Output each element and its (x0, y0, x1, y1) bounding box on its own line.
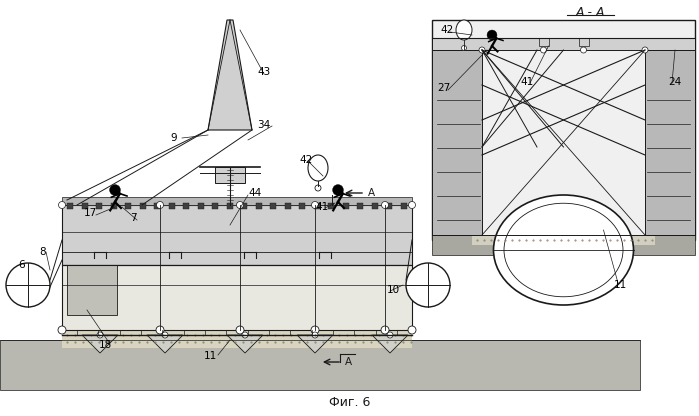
Text: 17: 17 (83, 208, 96, 218)
Polygon shape (271, 203, 276, 209)
Text: 9: 9 (171, 133, 178, 143)
Polygon shape (387, 203, 392, 209)
Circle shape (97, 332, 103, 338)
Polygon shape (62, 197, 412, 205)
Polygon shape (198, 203, 203, 209)
Polygon shape (432, 235, 695, 255)
Polygon shape (297, 335, 333, 353)
Circle shape (157, 201, 164, 208)
Text: 41: 41 (520, 77, 533, 87)
Polygon shape (125, 203, 131, 209)
Circle shape (236, 326, 244, 334)
Circle shape (156, 326, 164, 334)
Polygon shape (67, 203, 73, 209)
Polygon shape (82, 203, 87, 209)
Circle shape (333, 185, 343, 196)
Polygon shape (67, 265, 117, 315)
Circle shape (162, 332, 168, 338)
Circle shape (382, 201, 389, 208)
Ellipse shape (456, 20, 472, 40)
Text: 44: 44 (248, 188, 261, 198)
Circle shape (59, 201, 66, 208)
Polygon shape (241, 203, 247, 209)
Text: 18: 18 (99, 340, 112, 350)
Ellipse shape (308, 155, 328, 181)
Text: 43: 43 (257, 67, 271, 77)
Polygon shape (372, 335, 408, 353)
Text: Фиг. 6: Фиг. 6 (329, 396, 370, 409)
Polygon shape (343, 203, 349, 209)
Polygon shape (432, 20, 695, 240)
Text: 24: 24 (668, 77, 682, 87)
Text: 11: 11 (203, 351, 217, 361)
Circle shape (315, 185, 321, 191)
Text: A: A (368, 188, 375, 198)
Text: 6: 6 (19, 260, 25, 270)
Polygon shape (256, 203, 262, 209)
Polygon shape (579, 38, 589, 46)
Polygon shape (154, 203, 160, 209)
Text: А - А: А - А (575, 5, 605, 18)
Ellipse shape (493, 195, 633, 305)
Polygon shape (472, 235, 655, 245)
Polygon shape (183, 203, 189, 209)
Polygon shape (401, 203, 407, 209)
Circle shape (381, 326, 389, 334)
Circle shape (312, 332, 318, 338)
Text: 11: 11 (614, 280, 626, 290)
Polygon shape (0, 340, 640, 390)
Circle shape (642, 47, 648, 53)
Polygon shape (110, 203, 117, 209)
Polygon shape (372, 203, 378, 209)
Text: 10: 10 (387, 285, 400, 295)
Text: 27: 27 (438, 83, 451, 93)
Polygon shape (538, 38, 549, 46)
Polygon shape (62, 330, 412, 348)
Text: A: A (345, 357, 352, 367)
Polygon shape (226, 203, 233, 209)
Polygon shape (227, 335, 263, 353)
Polygon shape (432, 38, 695, 50)
Text: 42: 42 (299, 155, 312, 165)
Polygon shape (147, 335, 183, 353)
Polygon shape (299, 203, 305, 209)
Text: 34: 34 (257, 120, 271, 130)
Circle shape (540, 47, 547, 53)
Polygon shape (314, 203, 320, 209)
Circle shape (408, 326, 416, 334)
Polygon shape (432, 50, 482, 235)
Text: 42: 42 (440, 25, 454, 35)
Circle shape (479, 47, 485, 53)
Circle shape (487, 30, 497, 40)
Circle shape (408, 201, 415, 208)
Circle shape (312, 201, 319, 208)
Polygon shape (329, 203, 334, 209)
Circle shape (387, 332, 393, 338)
Circle shape (311, 326, 319, 334)
Polygon shape (208, 20, 252, 130)
Circle shape (580, 47, 586, 53)
Circle shape (461, 45, 466, 50)
Polygon shape (168, 203, 175, 209)
Circle shape (110, 185, 120, 196)
Polygon shape (357, 203, 363, 209)
Polygon shape (62, 205, 412, 265)
Text: 8: 8 (40, 247, 46, 257)
Polygon shape (645, 50, 695, 235)
Circle shape (242, 332, 248, 338)
Polygon shape (82, 335, 118, 353)
Polygon shape (62, 265, 412, 330)
Polygon shape (212, 203, 218, 209)
Circle shape (406, 263, 450, 307)
Circle shape (58, 326, 66, 334)
Polygon shape (215, 167, 245, 183)
Polygon shape (140, 203, 145, 209)
Circle shape (236, 201, 243, 208)
Polygon shape (96, 203, 102, 209)
Polygon shape (284, 203, 291, 209)
Text: 41: 41 (315, 202, 329, 212)
Text: 7: 7 (130, 213, 136, 223)
Circle shape (6, 263, 50, 307)
